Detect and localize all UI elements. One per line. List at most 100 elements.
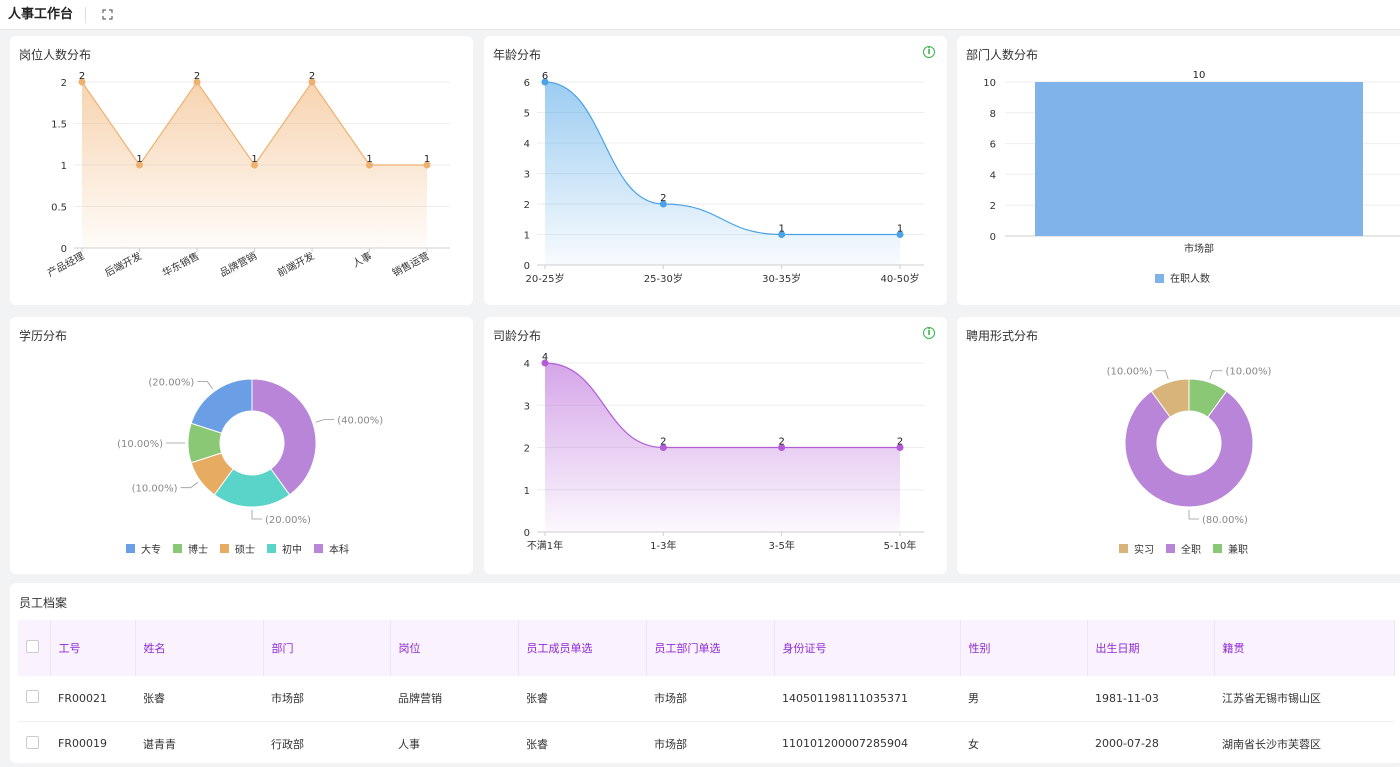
y-tick-label: 6 (990, 140, 996, 151)
y-tick-label: 0 (61, 244, 67, 255)
pie-slice (251, 378, 317, 496)
expand-icon[interactable] (100, 8, 114, 22)
bar (1035, 82, 1363, 236)
table-cell: 湖南省长沙市芙蓉区 (1214, 721, 1394, 767)
legend-item[interactable]: 本科 (314, 541, 349, 556)
slice-label: (10.00%) (132, 484, 178, 495)
x-tick-label: 销售运营 (390, 249, 431, 279)
data-label: 2 (194, 71, 200, 82)
slice-label: (10.00%) (1107, 367, 1153, 378)
x-tick-label: 不满1年 (527, 539, 563, 552)
y-tick-label: 1 (61, 161, 67, 172)
select-all-checkbox[interactable] (26, 640, 39, 653)
info-icon[interactable]: i (923, 327, 935, 339)
card-title: 学历分布 (19, 329, 68, 343)
dept-distribution-card: 部门人数分布 0 2 4 6 8 10 10 市场部 在职人数 (957, 36, 1400, 305)
x-tick-label: 后端开发 (102, 249, 143, 279)
column-header[interactable]: 出生日期 (1087, 620, 1215, 676)
data-label: 2 (660, 437, 666, 448)
legend-item[interactable]: 初中 (267, 541, 302, 556)
legend-item[interactable]: 兼职 (1213, 541, 1248, 556)
slice-label: (40.00%) (337, 416, 383, 427)
legend-label: 本科 (329, 545, 349, 556)
row-select-cell (18, 721, 50, 767)
table-cell: 1981-11-03 (1087, 676, 1214, 722)
table-cell: 行政部 (263, 721, 390, 767)
data-point (136, 161, 143, 169)
legend-item[interactable]: 大专 (126, 541, 161, 556)
y-tick-label: 0 (990, 232, 996, 243)
column-header[interactable]: 员工部门单选 (646, 620, 775, 676)
column-header[interactable]: 身份证号 (774, 620, 961, 676)
table-cell: FR00021 (50, 676, 135, 722)
column-header[interactable]: 部门 (263, 620, 391, 676)
column-header[interactable]: 性别 (960, 620, 1088, 676)
column-header[interactable]: 员工成员单选 (518, 620, 647, 676)
column-header[interactable]: 岗位 (390, 620, 519, 676)
app-title: 人事工作台 (8, 6, 87, 23)
data-label: 1 (136, 154, 142, 165)
x-tick-label: 1-3年 (650, 539, 676, 552)
column-header[interactable]: 工号 (50, 620, 136, 676)
y-tick-label: 1 (524, 486, 530, 497)
data-point (366, 161, 373, 169)
legend-swatch (267, 544, 276, 553)
table-cell: 张睿 (518, 721, 646, 767)
legend-item[interactable]: 实习 (1119, 541, 1154, 556)
y-tick-label: 3 (524, 401, 530, 412)
legend-label: 在职人数 (1170, 272, 1210, 285)
y-tick-label: 0.5 (51, 203, 67, 214)
y-tick-label: 5 (524, 109, 530, 120)
legend-item[interactable]: 博士 (173, 541, 208, 556)
table-row[interactable]: FR00019 谌青青 行政部 人事 张睿 市场部 110101200007285904 女 2… (18, 721, 1394, 767)
data-point (541, 359, 549, 367)
y-tick-label: 2 (61, 78, 67, 89)
slice-label: (20.00%) (148, 378, 194, 389)
x-tick-label: 市场部 (1184, 242, 1214, 255)
card-title: 聘用形式分布 (966, 329, 1039, 343)
data-label: 2 (778, 437, 784, 448)
data-point (423, 161, 431, 169)
label-leader (315, 419, 335, 423)
table-row[interactable]: FR00021 张睿 市场部 品牌营销 张睿 市场部 140501198111035371 男… (18, 676, 1394, 722)
legend-swatch (220, 544, 229, 553)
y-tick-label: 4 (524, 139, 530, 150)
table-cell: 谌青青 (135, 721, 263, 767)
data-point (659, 444, 667, 451)
y-tick-label: 3 (524, 170, 530, 181)
legend-swatch (173, 544, 182, 553)
data-label: 1 (424, 154, 430, 165)
hire-type-distribution-chart: (10.00%) (80.00%) (10.00%) (1107, 367, 1272, 526)
data-point (78, 78, 86, 86)
age-distribution-card: 年龄分布 i 0 1 2 3 4 5 6 6 20-25岁 2 25-30岁 1 30-35岁 1 40-5… (484, 36, 947, 305)
slice-label: (20.00%) (265, 515, 311, 526)
legend-label: 大专 (141, 545, 161, 556)
label-leader (180, 482, 199, 489)
data-point (541, 78, 549, 86)
card-title: 部门人数分布 (966, 48, 1039, 62)
column-header[interactable]: 籍贯 (1214, 620, 1395, 676)
legend-label: 硕士 (235, 545, 255, 556)
label-leader (1188, 510, 1199, 520)
row-checkbox[interactable] (26, 735, 39, 749)
row-checkbox[interactable] (26, 690, 39, 704)
data-label: 2 (309, 71, 315, 82)
education-legend: 大专 博士 硕士 初中 本科 (126, 541, 349, 556)
column-header[interactable]: 姓名 (135, 620, 264, 676)
row-select-cell (18, 676, 50, 722)
top-bar: 人事工作台 (0, 0, 1400, 30)
table-cell: 男 (960, 676, 1087, 722)
table-cell: 市场部 (646, 721, 774, 767)
legend-label: 兼职 (1228, 545, 1248, 556)
legend-item[interactable]: 全职 (1166, 541, 1201, 556)
card-title: 岗位人数分布 (19, 48, 92, 62)
data-label: 10 (1193, 70, 1206, 81)
series-line (544, 81, 900, 236)
legend-item[interactable]: 硕士 (220, 541, 255, 556)
table-cell: 女 (960, 721, 1087, 767)
info-icon[interactable]: i (923, 46, 935, 58)
age-distribution-chart: 0 1 2 3 4 5 6 6 20-25岁 2 25-30岁 1 30-35岁 1 40-50岁 (524, 71, 924, 285)
x-tick-label: 前端开发 (275, 249, 316, 279)
x-tick-label: 20-25岁 (525, 272, 564, 285)
